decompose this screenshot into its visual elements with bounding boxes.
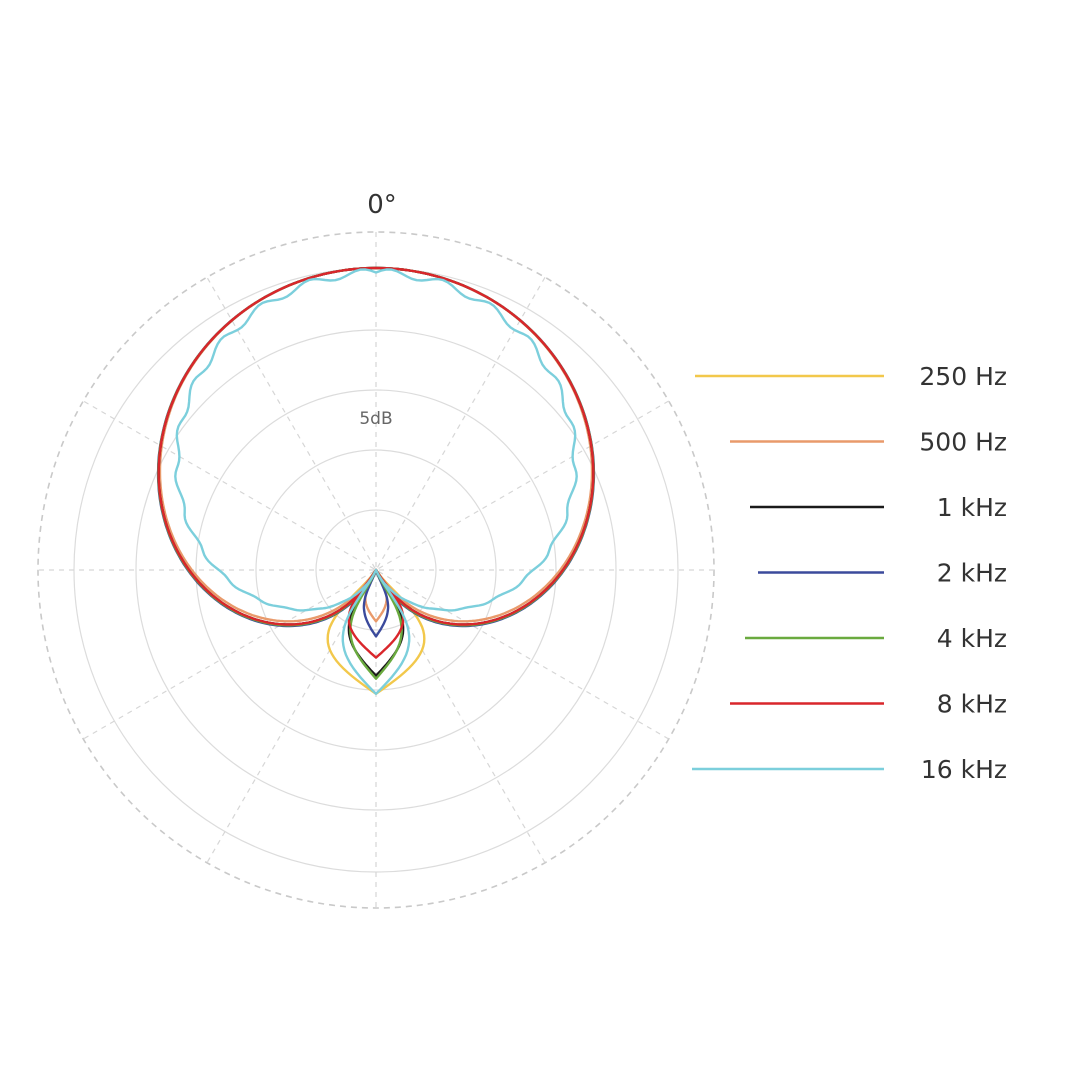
legend-item: 250 Hz	[695, 362, 1007, 391]
legend-item: 500 Hz	[730, 428, 1007, 457]
series-curve-5	[157, 266, 595, 659]
grid-spoke	[206, 276, 546, 864]
grid-ring	[135, 329, 617, 811]
legend-item: 1 kHz	[750, 493, 1007, 522]
grid-spoke	[82, 400, 670, 740]
legend-label: 1 kHz	[937, 493, 1007, 522]
legend-label: 16 kHz	[921, 755, 1007, 784]
legend-item: 16 kHz	[692, 755, 1007, 784]
series-curve-6	[174, 268, 578, 695]
legend-item: 4 kHz	[745, 624, 1007, 653]
grid-ring	[195, 389, 557, 751]
legend-item: 2 kHz	[758, 559, 1007, 588]
angle-label-0deg: 0°	[367, 190, 397, 220]
grid-ring	[315, 509, 437, 631]
legend-label: 4 kHz	[937, 624, 1007, 653]
legend-label: 8 kHz	[937, 690, 1007, 719]
legend-item: 8 kHz	[730, 690, 1007, 719]
legend-label: 2 kHz	[937, 559, 1007, 588]
grid-spoke	[82, 400, 670, 740]
polar-curves	[156, 266, 596, 695]
legend-label: 500 Hz	[919, 428, 1007, 457]
grid-spoke	[206, 276, 546, 864]
ring-label-5db: 5dB	[359, 409, 392, 429]
grid-ring	[255, 449, 497, 691]
legend: 250 Hz 500 Hz 1 kHz 2 kHz 4 kHz 8 kHz 16 kHz	[692, 362, 1007, 784]
legend-label: 250 Hz	[919, 362, 1007, 391]
